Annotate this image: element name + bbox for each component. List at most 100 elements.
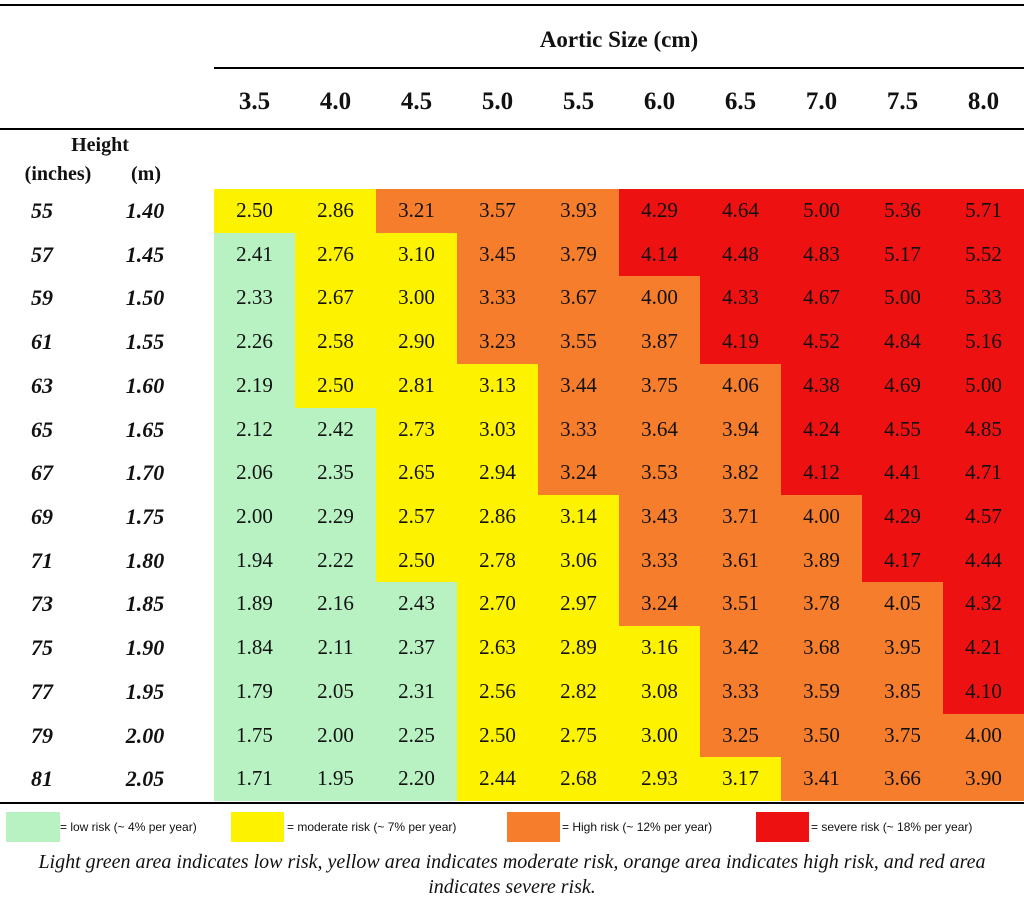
table-cell: 3.33 — [619, 538, 700, 583]
table-cell: 1.75 — [214, 713, 295, 758]
table-cell: 2.20 — [376, 757, 457, 802]
table-cell: 2.31 — [376, 669, 457, 715]
table-cell: 2.50 — [214, 189, 295, 234]
row-height-inches: 75 — [31, 635, 53, 661]
inches-label: (inches) — [24, 163, 92, 185]
table-cell: 4.84 — [862, 320, 943, 365]
row-height-meters: 1.55 — [125, 329, 165, 355]
table-cell: 5.33 — [943, 276, 1024, 321]
table-cell: 3.06 — [538, 538, 619, 583]
table-cell: 3.87 — [619, 320, 700, 365]
table-cell: 3.45 — [457, 232, 538, 277]
row-height-inches: 79 — [31, 722, 53, 748]
table-cell: 3.10 — [376, 232, 457, 277]
table-cell: 2.94 — [457, 451, 538, 496]
column-header: 6.5 — [724, 88, 757, 115]
table-cell: 4.33 — [700, 276, 781, 321]
row-height-inches: 81 — [31, 766, 53, 792]
table-cell: 2.82 — [538, 669, 619, 715]
table-cell: 2.86 — [457, 495, 538, 540]
caption: Light green area indicates low risk, yel… — [38, 851, 986, 898]
table-cell: 4.14 — [619, 232, 700, 277]
table-cell: 2.75 — [538, 713, 619, 758]
table-cell: 3.43 — [619, 495, 700, 540]
table-cell: 2.89 — [538, 626, 619, 671]
table-cell: 4.06 — [700, 363, 781, 409]
row-height-inches: 63 — [31, 372, 53, 398]
table-cell: 4.12 — [781, 451, 862, 496]
table-cell: 4.21 — [943, 626, 1024, 671]
table-cell: 1.94 — [214, 538, 295, 583]
table-cell: 4.48 — [700, 232, 781, 277]
table-cell: 1.84 — [214, 626, 295, 671]
risk-table-grid: 2.50 2.86 3.21 3.57 3.93 4.29 4.64 5.00 5.36 5.71… — [214, 189, 1024, 802]
table-cell: 4.29 — [862, 495, 943, 540]
row-height-meters: 1.70 — [125, 460, 165, 486]
row-height-meters: 2.05 — [125, 766, 165, 792]
table-cell: 3.82 — [700, 451, 781, 496]
table-cell: 2.19 — [214, 363, 295, 409]
table-cell: 3.41 — [781, 757, 862, 802]
table-cell: 3.25 — [700, 713, 781, 758]
table-cell: 4.29 — [619, 189, 700, 234]
table-cell: 2.93 — [619, 757, 700, 802]
table-cell: 4.55 — [862, 407, 943, 452]
legend-swatch — [231, 812, 284, 842]
table-cell: 4.67 — [781, 276, 862, 321]
table-cell: 2.81 — [376, 363, 457, 409]
table-cell: 5.36 — [862, 189, 943, 234]
table-cell: 3.71 — [700, 495, 781, 540]
table-cell: 4.57 — [943, 495, 1024, 540]
row-height-inches: 59 — [31, 285, 53, 311]
table-cell: 5.00 — [862, 276, 943, 321]
row-height-inches: 67 — [31, 460, 53, 486]
row-height-inches: 73 — [31, 591, 53, 617]
column-header: 3.5 — [238, 88, 271, 115]
table-cell: 3.66 — [862, 757, 943, 802]
legend-swatch — [6, 812, 60, 842]
table-cell: 3.13 — [457, 363, 538, 409]
row-height-meters: 1.50 — [125, 285, 165, 311]
table-cell: 3.68 — [781, 626, 862, 671]
row-height-meters: 1.90 — [125, 635, 165, 661]
table-cell: 1.95 — [295, 757, 376, 802]
table-cell: 3.33 — [538, 407, 619, 452]
header-rule — [214, 67, 1024, 69]
table-cell: 4.24 — [781, 407, 862, 452]
column-header: 4.0 — [319, 88, 352, 115]
row-height-inches: 69 — [31, 504, 53, 529]
row-height-inches: 57 — [31, 241, 53, 267]
table-cell: 3.42 — [700, 626, 781, 671]
table-cell: 4.19 — [700, 320, 781, 365]
table-cell: 4.71 — [943, 451, 1024, 496]
table-cell: 2.86 — [295, 189, 376, 234]
table-cell: 4.10 — [943, 669, 1024, 715]
table-cell: 3.95 — [862, 626, 943, 671]
row-height-inches: 55 — [31, 198, 53, 223]
table-cell: 4.32 — [943, 582, 1024, 627]
table-cell: 4.52 — [781, 320, 862, 365]
table-cell: 3.03 — [457, 407, 538, 452]
table-cell: 3.64 — [619, 407, 700, 452]
top-rule — [0, 4, 1024, 6]
column-header: 5.5 — [562, 88, 595, 115]
table-cell: 3.85 — [862, 669, 943, 715]
table-cell: 3.00 — [619, 713, 700, 758]
table-cell: 2.67 — [295, 276, 376, 321]
row-height-meters: 1.95 — [125, 678, 165, 704]
table-cell: 2.97 — [538, 582, 619, 627]
bottom-rule — [0, 802, 1024, 804]
table-cell: 2.63 — [457, 626, 538, 671]
table-cell: 2.00 — [214, 495, 295, 540]
table-cell: 5.16 — [943, 320, 1024, 365]
table-cell: 3.44 — [538, 363, 619, 409]
row-height-inches: 61 — [31, 329, 53, 355]
table-cell: 1.89 — [214, 582, 295, 627]
table-cell: 2.65 — [376, 451, 457, 496]
table-cell: 5.52 — [943, 232, 1024, 277]
row-height-inches: 77 — [31, 678, 53, 704]
table-cell: 4.05 — [862, 582, 943, 627]
table-cell: 3.57 — [457, 189, 538, 234]
table-cell: 4.00 — [781, 495, 862, 540]
table-cell: 3.24 — [538, 451, 619, 496]
